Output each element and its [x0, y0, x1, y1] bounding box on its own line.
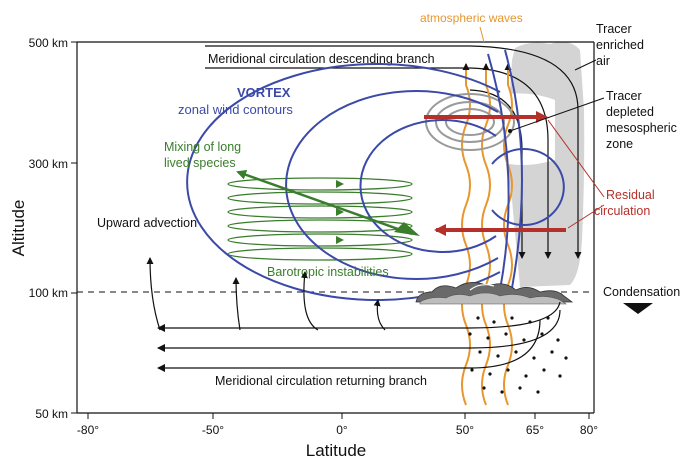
x-tick-50: 50° — [456, 423, 474, 437]
tracer-depleted-line4: zone — [606, 137, 633, 151]
x-axis-label: Latitude — [306, 441, 367, 460]
y-axis-label: Altitude — [9, 200, 28, 257]
tracer-enriched-line3: air — [596, 54, 610, 68]
atmospheric-waves-label: atmospheric waves — [420, 11, 523, 25]
plot-frame — [71, 41, 595, 419]
residual-label-line2: circulation — [594, 204, 650, 218]
tracer-enriched-line2: enriched — [596, 38, 644, 52]
tracer-enriched-pointer — [574, 59, 597, 71]
barotropic-label: Barotropic instabilities — [267, 265, 389, 279]
x-tick-80: 80° — [580, 423, 598, 437]
residual-label-line1: Residual — [606, 188, 655, 202]
mixing-label-line1: Mixing of long — [164, 140, 241, 154]
descending-branch-label: Meridional circulation descending branch — [208, 52, 435, 66]
tracer-depleted-line2: depleted — [606, 105, 654, 119]
precipitation-dots — [468, 316, 568, 394]
y-tick-100: 100 km — [29, 286, 68, 300]
zonal-wind-label: zonal wind contours — [178, 102, 293, 117]
y-tick-300: 300 km — [29, 157, 68, 171]
mixing-label-line2: lived species — [164, 156, 236, 170]
tracer-enriched-line1: Tracer — [596, 22, 632, 36]
residual-pointers — [547, 119, 605, 229]
y-tick-500: 500 km — [29, 36, 68, 50]
x-tick-65: 65° — [526, 423, 544, 437]
condensation-label: Condensation — [603, 285, 680, 299]
tracer-depleted-line3: mesospheric — [606, 121, 677, 135]
returning-branch-label: Meridional circulation returning branch — [215, 374, 427, 388]
returning-branch-arrows — [157, 301, 561, 372]
x-tick-0: 0° — [336, 423, 348, 437]
mixing-arrow-head-right — [394, 222, 420, 236]
mixing-arrow — [236, 169, 413, 236]
upward-advection-label: Upward advection — [97, 216, 197, 230]
barotropic-ring-arrows — [336, 180, 344, 244]
tracer-depleted-pointer — [509, 97, 605, 132]
x-tick-m50: -50° — [202, 423, 224, 437]
x-tick-m80: -80° — [77, 423, 99, 437]
tracer-depleted-dot — [508, 129, 512, 133]
condensation-clouds — [415, 282, 574, 305]
vortex-label: VORTEX — [237, 85, 291, 100]
waves-pointer — [479, 26, 485, 43]
y-tick-50: 50 km — [35, 407, 68, 421]
tracer-depleted-line1: Tracer — [606, 89, 642, 103]
condensation-triangle-icon — [623, 303, 653, 314]
